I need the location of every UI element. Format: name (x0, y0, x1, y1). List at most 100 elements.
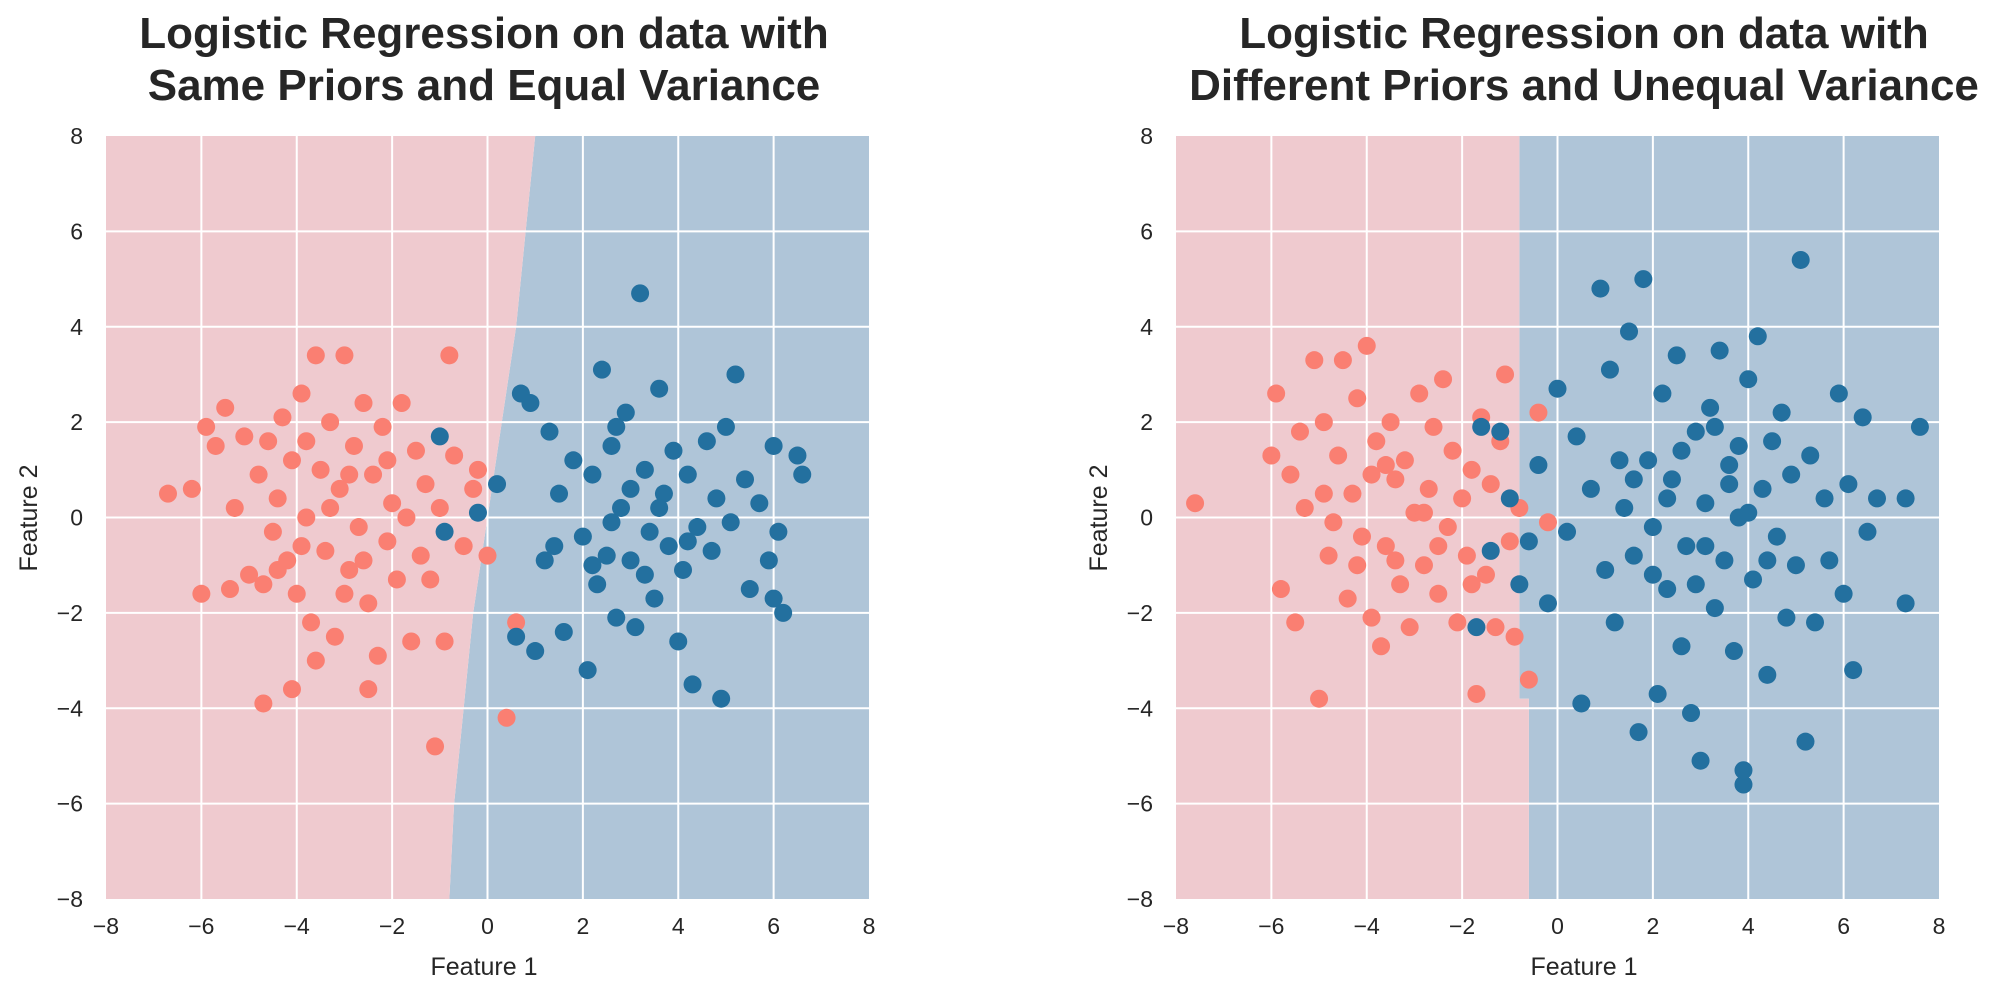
x-tick-label: 6 (767, 913, 780, 939)
data-point (468, 460, 487, 479)
data-point (306, 651, 325, 670)
data-point (1596, 560, 1615, 579)
data-point (240, 565, 259, 584)
data-point (158, 484, 177, 503)
data-point (769, 522, 788, 541)
data-point (1376, 456, 1395, 475)
data-point (497, 708, 516, 727)
data-point (1720, 456, 1739, 475)
data-point (764, 436, 783, 455)
data-point (1538, 513, 1557, 532)
data-point (1462, 460, 1481, 479)
data-point (793, 465, 812, 484)
data-point (1653, 384, 1672, 403)
data-point (697, 432, 716, 451)
data-point (311, 460, 330, 479)
data-point (1438, 518, 1457, 537)
data-point (545, 537, 564, 556)
data-point (335, 346, 354, 365)
chart-right-title-line-2: Different Priors and Unequal Variance (1189, 61, 1979, 110)
y-tick-label: −6 (57, 791, 83, 817)
data-point (416, 475, 435, 494)
y-tick-label: 2 (1140, 409, 1153, 435)
data-point (631, 284, 650, 303)
data-point (1510, 575, 1529, 594)
data-point (1481, 475, 1500, 494)
data-point (292, 384, 311, 403)
data-point (573, 527, 592, 546)
data-point (650, 379, 669, 398)
data-point (607, 608, 626, 627)
data-point (268, 560, 287, 579)
data-point (650, 498, 669, 517)
data-point (654, 484, 673, 503)
data-point (1310, 689, 1329, 708)
data-point (1753, 479, 1772, 498)
data-point (659, 537, 678, 556)
data-point (1567, 427, 1586, 446)
data-point (1620, 322, 1639, 341)
x-tick-label: 2 (576, 913, 589, 939)
data-point (335, 584, 354, 603)
data-point (788, 446, 807, 465)
data-point (1724, 642, 1743, 661)
data-point (1386, 470, 1405, 489)
data-point (1806, 613, 1825, 632)
x-tick-label: −2 (1449, 913, 1475, 939)
data-point (564, 451, 583, 470)
data-point (550, 484, 569, 503)
series-class-1 (1467, 250, 1929, 794)
data-point (736, 470, 755, 489)
data-point (1343, 484, 1362, 503)
data-point (635, 565, 654, 584)
data-point (1734, 761, 1753, 780)
chart-left-title-line-2: Same Priors and Equal Variance (148, 61, 821, 110)
y-tick-label: 6 (70, 218, 83, 244)
data-point (1662, 470, 1681, 489)
data-point (1271, 580, 1290, 599)
data-point (1348, 389, 1367, 408)
data-point (354, 551, 373, 570)
chart-left-title-line-1: Logistic Regression on data with (139, 9, 828, 58)
data-point (1462, 575, 1481, 594)
data-point (1734, 775, 1753, 794)
data-point (1381, 413, 1400, 432)
data-point (1324, 513, 1343, 532)
data-point (249, 465, 268, 484)
data-point (297, 508, 316, 527)
data-point (683, 675, 702, 694)
data-point (321, 413, 340, 432)
data-point (1767, 527, 1786, 546)
data-point (330, 479, 349, 498)
data-point (1786, 556, 1805, 575)
data-point (488, 475, 507, 494)
data-point (640, 522, 659, 541)
data-point (1290, 422, 1309, 441)
data-point (678, 532, 697, 551)
data-point (1548, 379, 1567, 398)
data-point (430, 427, 449, 446)
data-point (1319, 546, 1338, 565)
data-point (774, 603, 793, 622)
series-class-0 (1186, 336, 1557, 708)
data-point (621, 479, 640, 498)
x-tick-label: 8 (863, 913, 876, 939)
data-point (1815, 489, 1834, 508)
data-point (1801, 446, 1820, 465)
data-point (1414, 503, 1433, 522)
data-point (621, 551, 640, 570)
data-point (1715, 551, 1734, 570)
data-point (1362, 465, 1381, 484)
data-point (1400, 618, 1419, 637)
data-point (626, 618, 645, 637)
data-point (1295, 498, 1314, 517)
x-tick-label: 4 (672, 913, 685, 939)
x-tick-label: 0 (481, 913, 494, 939)
data-point (259, 432, 278, 451)
data-point (635, 460, 654, 479)
data-point (726, 365, 745, 384)
data-point (263, 522, 282, 541)
data-point (1629, 723, 1648, 742)
data-point (387, 570, 406, 589)
data-point (1538, 594, 1557, 613)
